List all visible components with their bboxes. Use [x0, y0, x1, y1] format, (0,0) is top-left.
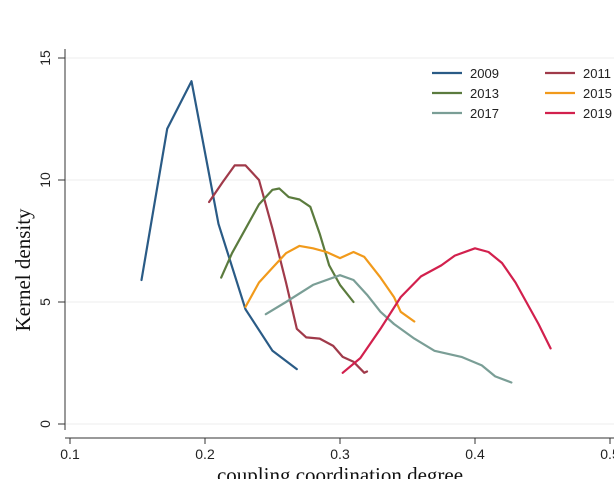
- x-tick-label-2: 0.3: [330, 446, 350, 462]
- x-tick-label-4: 0.5: [600, 446, 614, 462]
- series-line-2009: [140, 80, 298, 371]
- y-tick-label-3: 15: [37, 50, 53, 66]
- y-axis-title: Kernel density: [11, 208, 35, 332]
- series-line-2013: [220, 187, 355, 304]
- series-line-2011: [208, 164, 369, 374]
- series-line-2017: [264, 274, 513, 384]
- y-tick-label-0: 0: [37, 420, 53, 428]
- x-tick-label-3: 0.4: [465, 446, 485, 462]
- legend-label-2009: 2009: [470, 66, 499, 81]
- legend-label-2017: 2017: [470, 106, 499, 121]
- legend-label-2013: 2013: [470, 86, 499, 101]
- x-tick-label-1: 0.2: [195, 446, 215, 462]
- y-tick-label-2: 10: [37, 172, 53, 188]
- x-axis-title: coupling coordination degree: [217, 463, 463, 479]
- series-line-2015: [244, 244, 416, 323]
- series-lines: [140, 80, 552, 384]
- grid-lines: [65, 57, 614, 425]
- legend-label-2015: 2015: [583, 86, 612, 101]
- tick-marks: 0 5 10 15 0.1 0.2 0.3 0.4 0.5: [37, 50, 614, 462]
- series-line-2019: [341, 247, 552, 374]
- legend: 2009 2011 2013 2015 2017 2019: [432, 66, 612, 121]
- y-tick-label-1: 5: [37, 298, 53, 306]
- x-tick-label-0: 0.1: [60, 446, 80, 462]
- legend-label-2011: 2011: [583, 66, 611, 81]
- legend-label-2019: 2019: [583, 106, 612, 121]
